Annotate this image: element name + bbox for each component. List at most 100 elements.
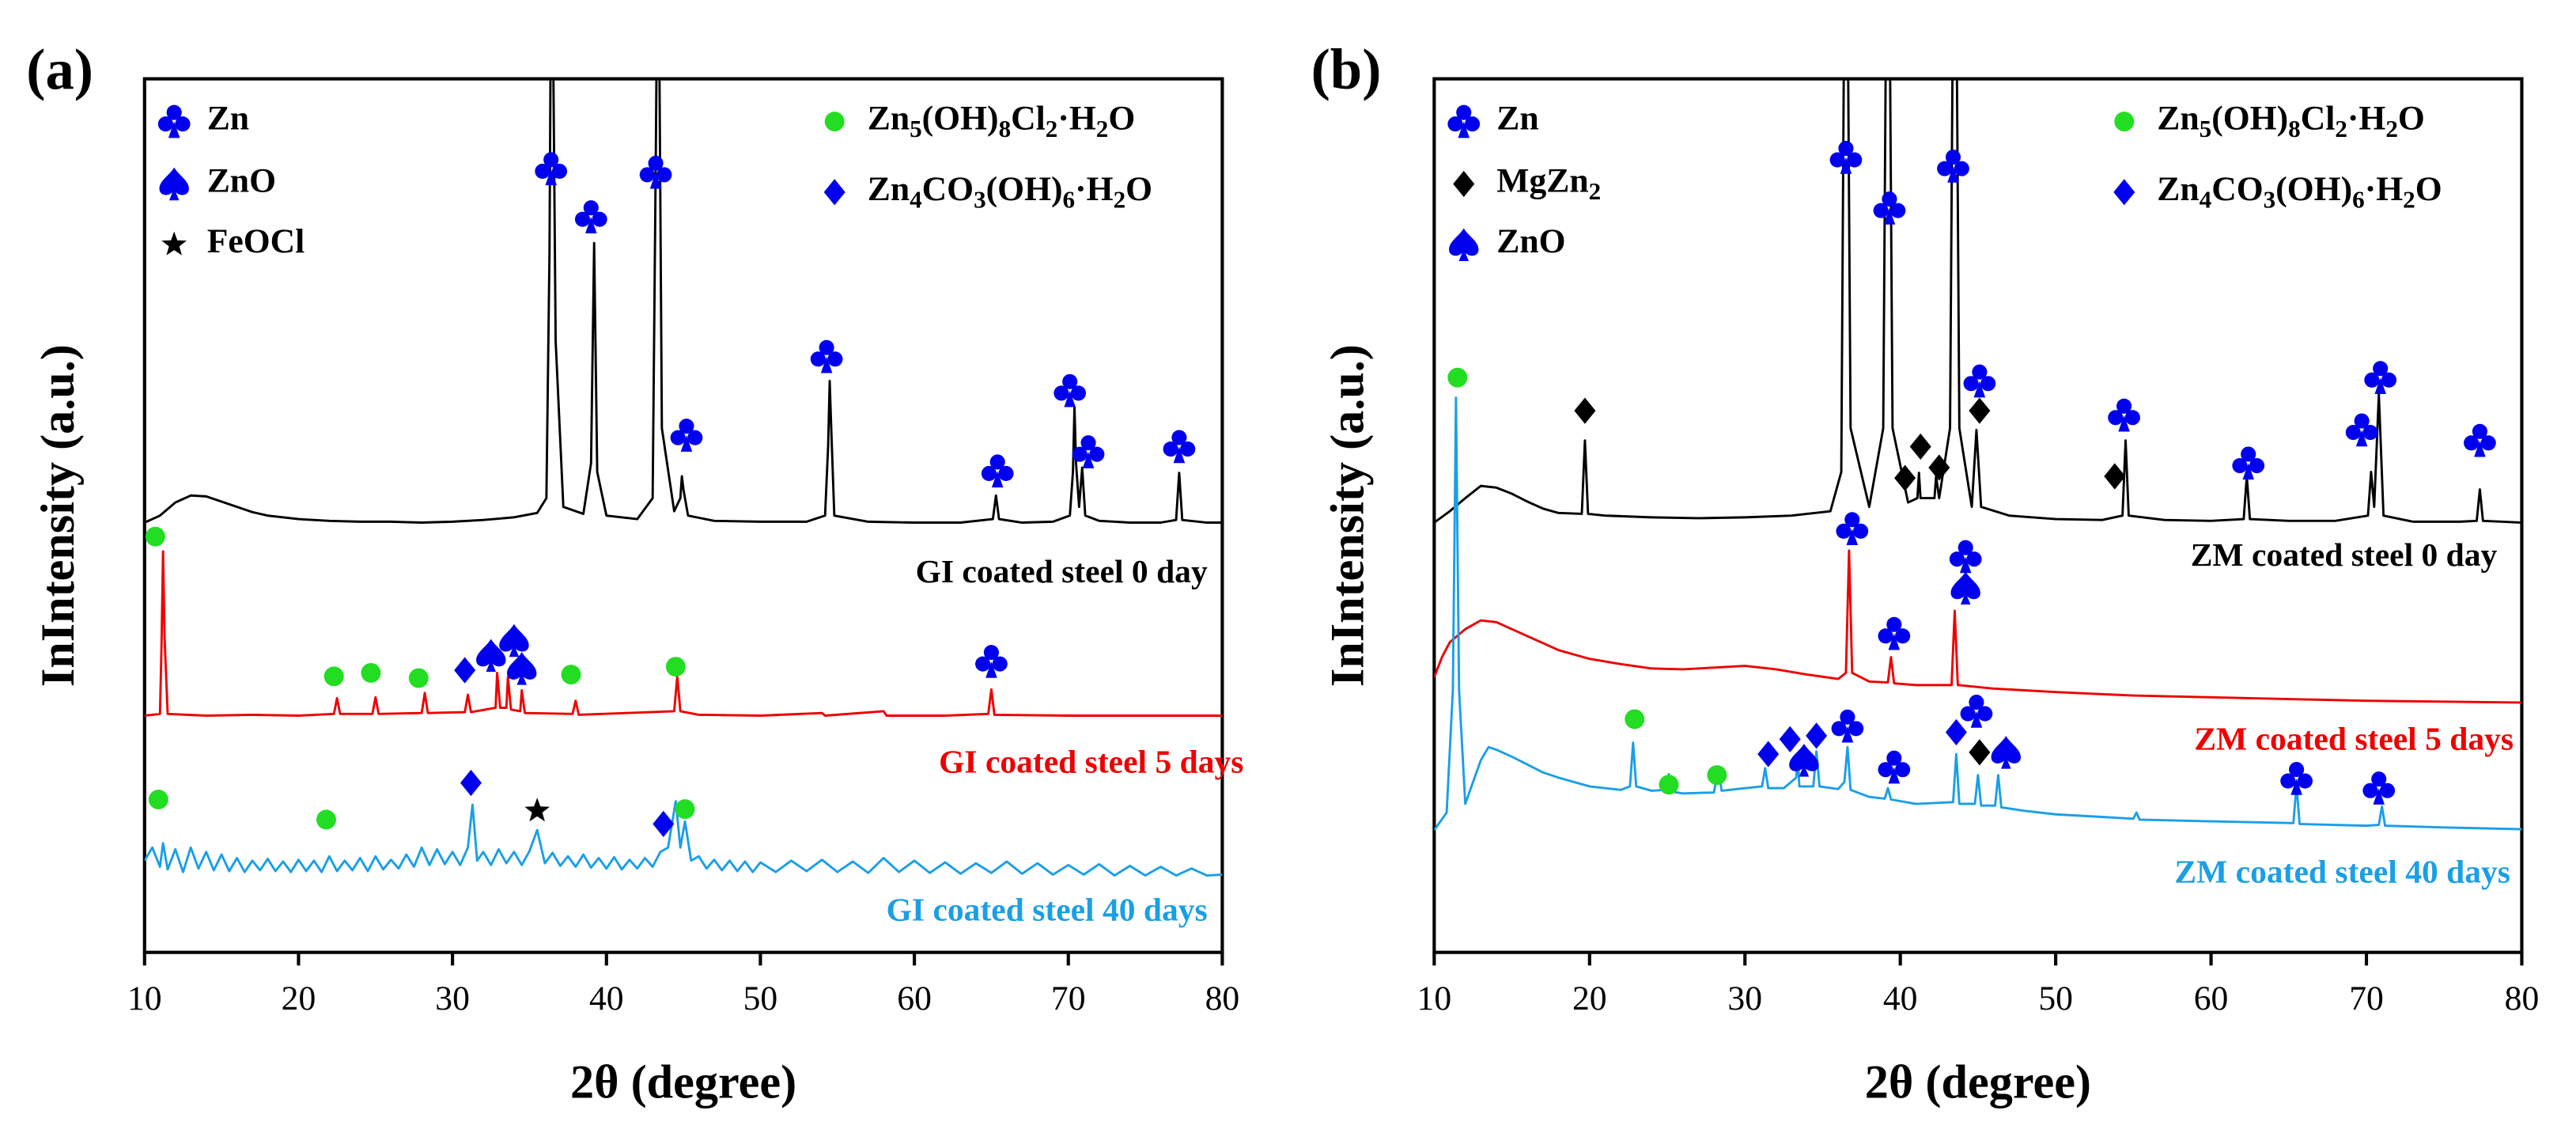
curve-label: ZM coated steel 5 days — [2194, 721, 2514, 757]
spade — [1991, 736, 2021, 769]
peak-marker — [1878, 750, 1911, 784]
club-stem — [545, 169, 557, 186]
peak-marker — [1878, 616, 1911, 650]
peak-marker — [524, 798, 550, 822]
club-lobe — [810, 351, 826, 367]
club-stem — [1888, 633, 1901, 650]
club-lobe — [2381, 372, 2397, 388]
club-lobe — [1836, 523, 1852, 539]
club-stem — [1173, 446, 1186, 464]
club-lobe — [2108, 410, 2124, 426]
diamond — [1453, 170, 1475, 198]
peak-marker — [1757, 741, 1780, 767]
club-stem — [1082, 452, 1095, 468]
legend-symbol — [824, 112, 845, 132]
diamond — [460, 769, 482, 797]
club-lobe — [1980, 376, 1996, 392]
club-lobe — [2371, 771, 2387, 787]
club-lobe — [1171, 430, 1187, 445]
diamond — [1909, 433, 1931, 460]
club-stem — [1846, 529, 1859, 545]
xrd-curve — [144, 800, 1223, 877]
club-lobe — [2379, 782, 2396, 798]
legend-label: Zn5(OH)8Cl2·H2O — [868, 100, 1136, 143]
legend-label: Zn4CO3(OH)6·H2O — [2157, 170, 2442, 214]
peak-marker — [2280, 762, 2313, 795]
legend-symbol — [1453, 170, 1475, 198]
club-stem — [2355, 430, 2368, 447]
peak-marker — [1806, 722, 1828, 749]
club-lobe — [551, 163, 568, 179]
peak-marker — [1707, 765, 1727, 786]
club-lobe — [1447, 116, 1463, 132]
club-lobe — [1977, 706, 1993, 722]
plot-frame — [1432, 77, 2524, 954]
club-lobe — [592, 211, 607, 227]
x-axis-title: 2θ (degree) — [1865, 1056, 2091, 1109]
club-lobe — [656, 167, 672, 183]
club-lobe — [1969, 695, 1984, 710]
x-tick-label: 30 — [1727, 980, 1762, 1017]
peak-marker — [1945, 718, 1967, 746]
peak-marker — [653, 810, 675, 838]
peak-marker — [1072, 435, 1105, 468]
club-lobe — [175, 116, 191, 132]
club-stem — [820, 356, 833, 373]
club-lobe — [1072, 446, 1088, 462]
x-tick-label: 50 — [2038, 980, 2073, 1017]
peak-marker — [2362, 771, 2396, 805]
club-lobe — [1895, 762, 1911, 778]
club-stem — [1973, 381, 1986, 398]
club-stem — [1841, 726, 1854, 743]
club-lobe — [2472, 423, 2487, 439]
legend-symbol — [1449, 228, 1479, 261]
y-axis-title: InIntensity (a.u.) — [32, 344, 85, 687]
x-tick-label: 50 — [743, 980, 778, 1017]
legend-symbol — [157, 104, 191, 138]
club-lobe — [1089, 446, 1105, 462]
club-lobe — [1053, 385, 1069, 401]
panel-label: (a) — [26, 37, 93, 101]
peak-marker — [1950, 571, 1980, 605]
curve-label: GI coated steel 5 days — [939, 744, 1243, 780]
legend-symbol — [159, 167, 189, 201]
x-tick-label: 30 — [435, 980, 470, 1017]
club-lobe — [1062, 373, 1078, 389]
club-stem — [585, 217, 597, 233]
diamond — [454, 657, 476, 684]
peak-marker — [981, 454, 1014, 488]
diamond — [823, 179, 845, 206]
legend-symbol — [2113, 179, 2135, 206]
peak-marker — [1625, 709, 1645, 729]
club-stem — [2290, 778, 2302, 795]
legend-symbol — [161, 231, 187, 256]
xrd-curve — [1434, 549, 2522, 704]
club-lobe — [1456, 104, 1472, 120]
club-stem — [1959, 556, 1972, 574]
diamond — [2104, 463, 2126, 490]
club-stem — [1947, 166, 1959, 183]
club-stem — [2474, 440, 2486, 457]
y-axis-title: InIntensity (a.u.) — [1321, 344, 1374, 687]
club-lobe — [1882, 191, 1897, 207]
legend-label: Zn5(OH)8Cl2·H2O — [2157, 100, 2425, 143]
club-lobe — [1853, 523, 1869, 539]
peak-marker — [2108, 398, 2140, 432]
dot — [2114, 112, 2135, 132]
club-lobe — [1878, 762, 1893, 778]
curve-label: ZM coated steel 40 days — [2174, 854, 2510, 890]
peak-marker — [1779, 726, 1801, 752]
club-lobe — [2354, 413, 2370, 429]
legend-label: Zn — [207, 100, 249, 138]
club-lobe — [1966, 551, 1982, 567]
legend-label: Zn — [1496, 100, 1538, 138]
diamond — [1928, 454, 1950, 481]
dot — [1447, 367, 1468, 388]
peak-marker — [2464, 423, 2496, 457]
x-axis-title: 2θ (degree) — [570, 1056, 796, 1109]
club-stem — [2242, 463, 2254, 480]
club-lobe — [1890, 203, 1906, 218]
club-lobe — [687, 430, 703, 445]
curve-label: GI coated steel 40 days — [887, 891, 1208, 927]
club-lobe — [1838, 141, 1854, 157]
